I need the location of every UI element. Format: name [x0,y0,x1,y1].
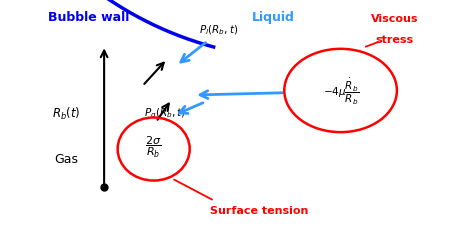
Text: $P_l(R_b,t)$: $P_l(R_b,t)$ [200,24,238,37]
Text: stress: stress [375,35,414,44]
Text: Surface tension: Surface tension [210,205,309,215]
Text: Gas: Gas [54,152,78,165]
Text: Bubble wall: Bubble wall [48,11,129,24]
Text: $P_g(R_b,t)$: $P_g(R_b,t)$ [144,106,186,121]
Text: $R_b(t)$: $R_b(t)$ [52,106,80,121]
Text: $-4\mu\dfrac{\dot{R}_b}{R_b}$: $-4\mu\dfrac{\dot{R}_b}{R_b}$ [322,76,359,106]
Text: Viscous: Viscous [371,14,419,24]
Text: Liquid: Liquid [252,11,294,24]
Text: $\dfrac{2\sigma}{R_b}$: $\dfrac{2\sigma}{R_b}$ [146,135,162,160]
